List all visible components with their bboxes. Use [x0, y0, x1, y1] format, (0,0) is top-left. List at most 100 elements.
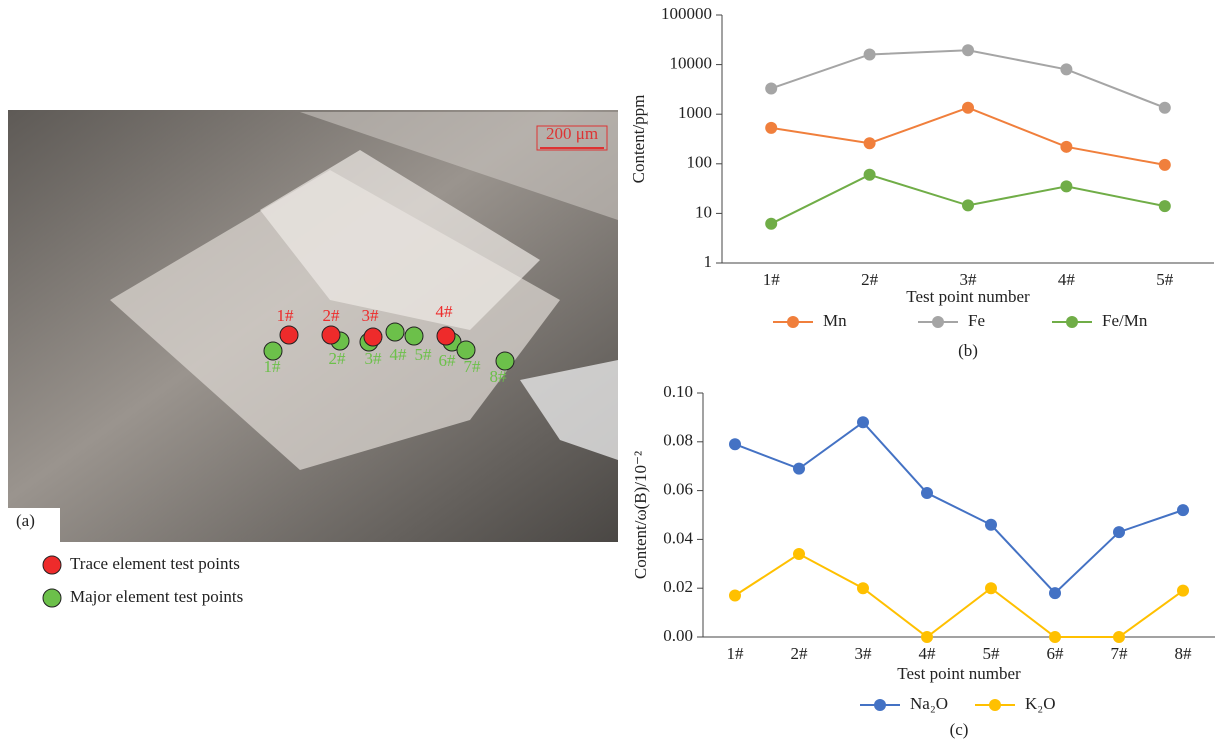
- data-point: [962, 44, 974, 56]
- photo-panel: (a) 200 μm Trace element test points Maj…: [8, 110, 618, 607]
- x-tick-label: 5#: [983, 644, 1001, 663]
- x-tick-label: 2#: [791, 644, 809, 663]
- y-tick-label: 1: [704, 252, 713, 271]
- data-point: [921, 631, 933, 643]
- major-point-label: 2#: [329, 349, 347, 368]
- major-point-label: 6#: [439, 351, 457, 370]
- trace-point: [437, 327, 455, 345]
- data-point: [962, 102, 974, 114]
- x-tick-label: 5#: [1156, 270, 1174, 289]
- x-tick-label: 1#: [763, 270, 781, 289]
- data-point: [1060, 141, 1072, 153]
- caption: (c): [950, 720, 969, 739]
- x-tick-label: 7#: [1111, 644, 1129, 663]
- y-tick-label: 0.04: [663, 528, 693, 547]
- data-point: [765, 122, 777, 134]
- legend-marker: [787, 316, 799, 328]
- trace-point: [364, 328, 382, 346]
- caption: (b): [958, 341, 978, 360]
- data-point: [793, 463, 805, 475]
- x-tick-label: 4#: [1058, 270, 1076, 289]
- y-axis-title: Content/ω(B)/10⁻²: [631, 451, 650, 579]
- legend-marker: [43, 556, 61, 574]
- data-point: [1060, 180, 1072, 192]
- legend-label: Na₂O: [910, 694, 948, 713]
- legend-marker: [932, 316, 944, 328]
- trace-point-label: 1#: [277, 306, 295, 325]
- major-point-label: 7#: [464, 357, 482, 376]
- y-tick-label: 0.08: [663, 431, 693, 450]
- data-point: [765, 82, 777, 94]
- data-point: [1177, 585, 1189, 597]
- major-point: [405, 327, 423, 345]
- data-point: [985, 519, 997, 531]
- data-point: [793, 548, 805, 560]
- y-tick-label: 0.00: [663, 626, 693, 645]
- major-point: [386, 323, 404, 341]
- data-point: [729, 590, 741, 602]
- series-line: [771, 175, 1165, 224]
- trace-point-label: 3#: [362, 306, 380, 325]
- data-point: [857, 582, 869, 594]
- data-point: [985, 582, 997, 594]
- major-point-label: 3#: [365, 349, 383, 368]
- trace-point: [322, 326, 340, 344]
- y-tick-label: 10: [695, 202, 712, 221]
- series-line: [735, 422, 1183, 593]
- data-point: [1159, 200, 1171, 212]
- data-point: [1177, 504, 1189, 516]
- trace-point-label: 4#: [436, 302, 454, 321]
- x-tick-label: 8#: [1175, 644, 1193, 663]
- y-tick-label: 0.06: [663, 480, 693, 499]
- legend-label: K₂O: [1025, 694, 1055, 713]
- x-tick-label: 4#: [919, 644, 937, 663]
- data-point: [1060, 63, 1072, 75]
- data-point: [864, 48, 876, 60]
- data-point: [765, 218, 777, 230]
- data-point: [1049, 587, 1061, 599]
- data-point: [864, 169, 876, 181]
- trace-point: [280, 326, 298, 344]
- x-tick-label: 3#: [855, 644, 873, 663]
- data-point: [857, 416, 869, 428]
- legend-label: Trace element test points: [70, 554, 240, 573]
- legend-marker: [1066, 316, 1078, 328]
- legend-marker: [43, 589, 61, 607]
- legend-label: Fe: [968, 311, 985, 330]
- data-point: [921, 487, 933, 499]
- major-point-label: 1#: [264, 357, 282, 376]
- figure: (a) 200 μm Trace element test points Maj…: [0, 0, 1224, 749]
- series-line: [771, 50, 1165, 108]
- y-tick-label: 1000: [678, 103, 712, 122]
- x-tick-label: 6#: [1047, 644, 1065, 663]
- legend-label: Fe/Mn: [1102, 311, 1148, 330]
- series-line: [735, 554, 1183, 637]
- scale-label: 200 μm: [546, 124, 598, 143]
- data-point: [962, 199, 974, 211]
- data-point: [1049, 631, 1061, 643]
- x-tick-label: 2#: [861, 270, 879, 289]
- y-tick-label: 0.02: [663, 577, 693, 596]
- data-point: [1113, 526, 1125, 538]
- legend-label: Mn: [823, 311, 847, 330]
- x-axis-title: Test point number: [906, 287, 1030, 306]
- y-tick-label: 100000: [661, 4, 712, 23]
- major-point-label: 4#: [390, 345, 408, 364]
- data-point: [864, 137, 876, 149]
- major-point-label: 5#: [415, 345, 433, 364]
- y-tick-label: 10000: [670, 54, 713, 73]
- legend-marker: [989, 699, 1001, 711]
- data-point: [1113, 631, 1125, 643]
- y-tick-label: 100: [687, 153, 713, 172]
- legend-label: Major element test points: [70, 587, 243, 606]
- major-point-label: 8#: [490, 367, 508, 386]
- series-line: [771, 108, 1165, 165]
- legend-marker: [874, 699, 886, 711]
- trace-point-label: 2#: [323, 306, 341, 325]
- data-point: [729, 438, 741, 450]
- data-point: [1159, 159, 1171, 171]
- caption: (a): [16, 511, 35, 530]
- x-axis-title: Test point number: [897, 664, 1021, 683]
- y-axis-title: Content/ppm: [629, 95, 648, 184]
- x-tick-label: 1#: [727, 644, 745, 663]
